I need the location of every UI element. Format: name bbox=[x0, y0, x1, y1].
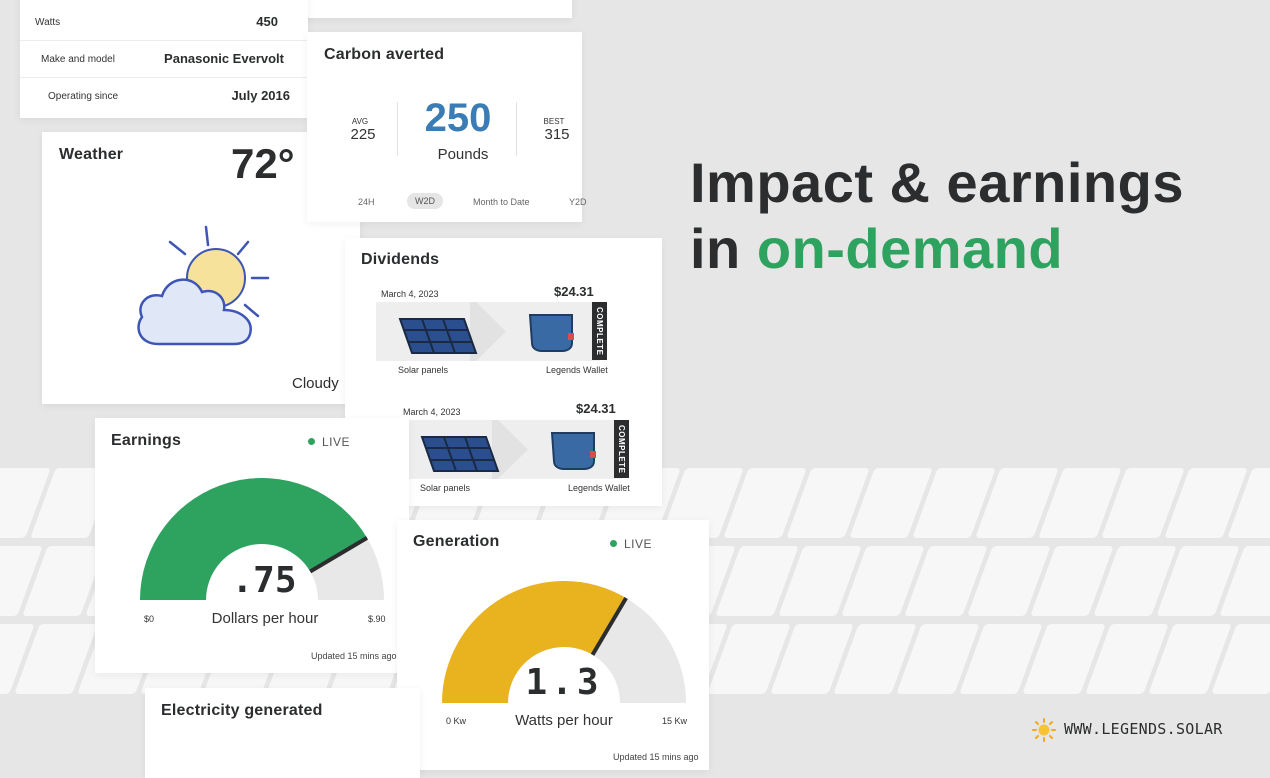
dividend-to: Legends Wallet bbox=[568, 483, 630, 493]
status-badge: COMPLETE bbox=[614, 420, 629, 478]
carbon-avg-label: AVG bbox=[351, 117, 369, 126]
carbon-value: 250 bbox=[424, 96, 492, 140]
carbon-avg-value: 225 bbox=[350, 126, 376, 143]
generation-updated: Updated 15 mins ago bbox=[613, 752, 699, 762]
live-dot-icon bbox=[308, 438, 315, 445]
gauge-needle bbox=[590, 596, 628, 656]
carbon-divider bbox=[397, 102, 398, 156]
generation-max: 15 Kw bbox=[662, 716, 688, 726]
live-indicator: LIVE bbox=[308, 435, 350, 449]
carbon-card bbox=[307, 32, 582, 222]
dividends-title: Dividends bbox=[361, 251, 440, 268]
dividend-amount: $24.31 bbox=[554, 284, 594, 299]
solar-panel-icon bbox=[398, 318, 478, 354]
flow-arrow bbox=[492, 420, 528, 479]
dividend-from: Solar panels bbox=[398, 365, 449, 375]
earnings-value: .75 bbox=[231, 560, 297, 601]
dividend-date: March 4, 2023 bbox=[381, 289, 439, 299]
live-label: LIVE bbox=[624, 537, 653, 551]
live-indicator: LIVE bbox=[610, 537, 652, 551]
earnings-max: $.90 bbox=[368, 614, 386, 624]
carbon-unit: Pounds bbox=[437, 146, 489, 163]
tab-month-to-date[interactable]: Month to Date bbox=[473, 197, 530, 207]
tab-24h[interactable]: 24H bbox=[358, 197, 375, 207]
carbon-best-label: BEST bbox=[543, 117, 565, 126]
top-partial-card bbox=[300, 0, 572, 18]
solar-panel-icon bbox=[420, 436, 500, 472]
gauge-fill bbox=[442, 581, 627, 703]
live-dot-icon bbox=[610, 540, 617, 547]
tab-y2d[interactable]: Y2D bbox=[569, 197, 587, 207]
spec-row-operating: Operating since July 2016 bbox=[20, 78, 308, 114]
specs-card: Watts 450 Make and model Panasonic Everv… bbox=[20, 0, 308, 118]
spec-value: Panasonic Evervolt bbox=[164, 51, 284, 66]
earnings-title: Earnings bbox=[111, 432, 182, 449]
spec-value: July 2016 bbox=[231, 88, 290, 103]
wallet-icon bbox=[550, 432, 596, 470]
spec-row-make: Make and model Panasonic Evervolt bbox=[20, 41, 308, 78]
gauge-needle bbox=[309, 536, 369, 574]
weather-condition: Cloudy bbox=[292, 375, 339, 392]
headline-line1: Impact & earnings bbox=[690, 151, 1184, 214]
headline-line2: in on-demand bbox=[690, 216, 1184, 282]
spec-label: Operating since bbox=[48, 91, 119, 102]
spec-label: Make and model bbox=[41, 54, 115, 65]
generation-min: 0 Kw bbox=[446, 716, 467, 726]
headline: Impact & earnings in on-demand bbox=[690, 150, 1184, 282]
brand-url[interactable]: WWW.LEGENDS.SOLAR bbox=[1064, 720, 1223, 738]
headline-prefix: in bbox=[690, 217, 757, 280]
earnings-gauge bbox=[140, 478, 384, 600]
wallet-icon bbox=[528, 314, 574, 352]
generation-unit: Watts per hour bbox=[515, 712, 613, 729]
generation-value: 1.3 bbox=[525, 662, 603, 703]
tab-w2d[interactable]: W2D bbox=[407, 193, 443, 209]
live-label: LIVE bbox=[322, 435, 351, 449]
spec-label: Watts bbox=[35, 17, 61, 28]
dividend-amount: $24.31 bbox=[576, 401, 616, 416]
spec-value: 450 bbox=[256, 14, 278, 29]
dividend-from: Solar panels bbox=[420, 483, 471, 493]
generation-title: Generation bbox=[413, 533, 500, 550]
status-badge: COMPLETE bbox=[592, 302, 607, 360]
generation-gauge bbox=[442, 581, 686, 703]
weather-title: Weather bbox=[59, 146, 124, 163]
spec-row-watts: Watts 450 bbox=[20, 4, 308, 41]
weather-temperature: 72° bbox=[231, 140, 295, 187]
carbon-title: Carbon averted bbox=[324, 46, 445, 63]
dividend-date: March 4, 2023 bbox=[403, 407, 461, 417]
electricity-title: Electricity generated bbox=[161, 702, 323, 719]
sun-icon bbox=[1032, 718, 1056, 742]
flow-arrow bbox=[470, 302, 506, 361]
carbon-divider bbox=[516, 102, 517, 156]
partly-cloudy-icon bbox=[137, 225, 270, 346]
earnings-min: $0 bbox=[144, 614, 155, 624]
earnings-unit: Dollars per hour bbox=[211, 610, 319, 627]
carbon-best-value: 315 bbox=[544, 126, 570, 143]
headline-accent: on-demand bbox=[756, 217, 1064, 280]
earnings-updated: Updated 15 mins ago bbox=[311, 651, 397, 661]
dividend-to: Legends Wallet bbox=[546, 365, 608, 375]
